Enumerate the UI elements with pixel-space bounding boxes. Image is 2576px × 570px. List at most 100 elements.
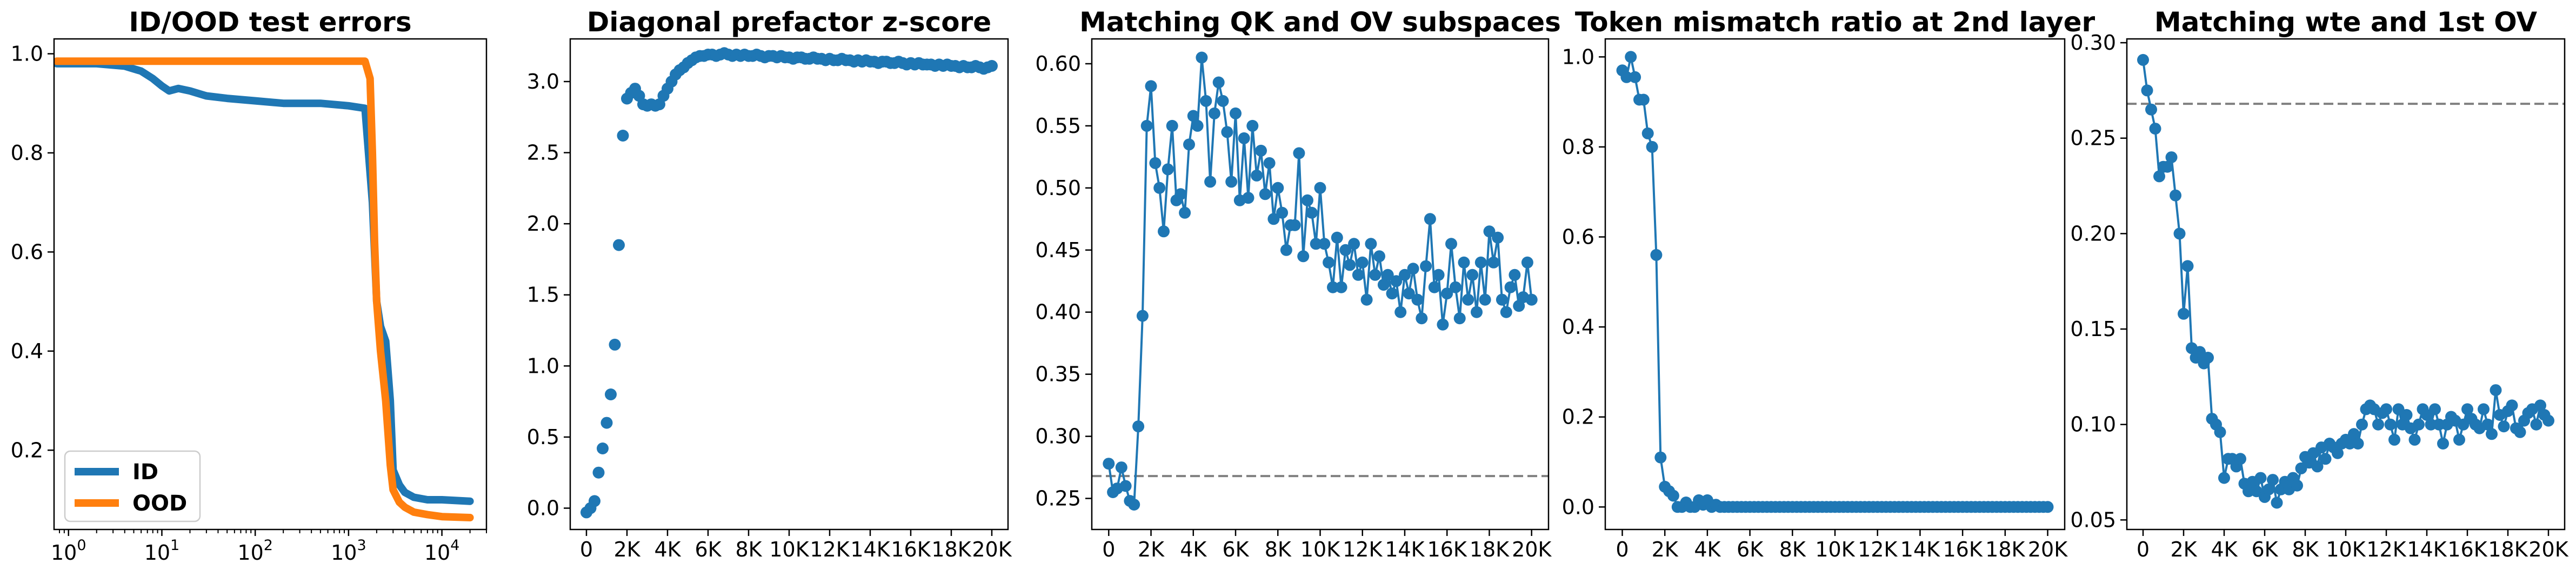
data-point bbox=[2267, 474, 2279, 486]
y-tick-label: 0.10 bbox=[2070, 413, 2116, 437]
data-point bbox=[2173, 227, 2186, 240]
x-tick-label: 4K bbox=[1694, 538, 1721, 561]
y-tick-label: 0.15 bbox=[2070, 317, 2116, 341]
data-point bbox=[2041, 501, 2054, 513]
data-point bbox=[2161, 160, 2173, 173]
x-tick-label: 14K bbox=[850, 538, 890, 561]
x-tick-label: 14K bbox=[1385, 538, 1425, 561]
x-tick-label: 6K bbox=[695, 538, 722, 561]
data-point bbox=[1492, 231, 1504, 244]
x-tick-label: 0 bbox=[2137, 538, 2150, 561]
y-tick-label: 0.4 bbox=[11, 339, 43, 363]
data-point bbox=[2165, 151, 2178, 164]
data-point bbox=[2214, 426, 2226, 438]
data-point bbox=[1428, 281, 1440, 293]
data-point bbox=[1377, 279, 1390, 291]
chart-panel-3: Matching QK and OV subspaces 0 2K 4K 6K 8K 10K… bbox=[1035, 6, 1561, 561]
data-point bbox=[1625, 51, 1637, 63]
data-point bbox=[2145, 103, 2157, 116]
data-point bbox=[1212, 76, 1225, 89]
x-tick-label: 18K bbox=[2488, 538, 2528, 561]
y-tick-label: 0.25 bbox=[1035, 487, 1081, 511]
data-point bbox=[2437, 438, 2449, 450]
data-point bbox=[1149, 157, 1162, 169]
data-point bbox=[2263, 483, 2275, 495]
series-line-ood bbox=[54, 57, 474, 521]
data-point bbox=[2356, 418, 2368, 431]
data-point bbox=[2271, 497, 2283, 509]
y-tick-label: 1.0 bbox=[527, 354, 559, 378]
data-point bbox=[1166, 119, 1178, 132]
y-tick-label: 0.20 bbox=[2070, 222, 2116, 245]
data-point bbox=[1289, 219, 1301, 231]
data-point bbox=[1466, 269, 1479, 281]
data-point bbox=[2486, 428, 2498, 440]
data-point bbox=[1339, 244, 1352, 256]
series-line bbox=[1621, 56, 2049, 508]
x-tick-exponent: 1 bbox=[170, 537, 179, 554]
data-point bbox=[1272, 182, 1284, 194]
data-point bbox=[1314, 182, 1326, 194]
x-tick-label: 10K bbox=[2326, 538, 2366, 561]
data-point bbox=[2170, 189, 2181, 202]
data-point bbox=[1251, 169, 1263, 182]
x-tick-label: 2K bbox=[1138, 538, 1165, 561]
x-tick-label: 100 bbox=[51, 537, 86, 565]
data-point bbox=[1246, 119, 1259, 132]
data-point bbox=[1424, 213, 1436, 225]
chart-title: Diagonal prefactor z-score bbox=[587, 6, 991, 38]
data-point bbox=[1225, 176, 1238, 188]
data-point bbox=[2400, 409, 2413, 421]
plot-area bbox=[1092, 51, 1549, 511]
y-tick-label: 0.25 bbox=[2070, 126, 2116, 150]
data-point bbox=[1471, 306, 1483, 318]
data-point bbox=[1335, 281, 1347, 293]
data-point bbox=[1302, 194, 1313, 206]
data-point bbox=[2319, 453, 2332, 465]
data-point bbox=[600, 417, 613, 429]
legend-label-ood: OOD bbox=[132, 491, 187, 516]
data-point bbox=[1650, 249, 1663, 261]
x-tick-exponent: 0 bbox=[77, 537, 86, 554]
data-point bbox=[2380, 403, 2392, 415]
data-point bbox=[2291, 479, 2303, 492]
x-tick-label: 101 bbox=[144, 537, 180, 565]
data-point bbox=[1394, 306, 1407, 318]
data-point bbox=[1119, 480, 1132, 492]
x-tick-exponent: 3 bbox=[357, 537, 366, 554]
data-point bbox=[1352, 269, 1364, 281]
data-point bbox=[2352, 438, 2364, 450]
legend: ID OOD bbox=[64, 450, 201, 522]
x-tick-exponent: 2 bbox=[264, 537, 273, 554]
data-point bbox=[2429, 403, 2441, 415]
y-tick-label: 0.4 bbox=[1562, 315, 1594, 339]
data-point bbox=[2408, 433, 2421, 446]
x-tick-label: 4K bbox=[654, 538, 681, 561]
data-point bbox=[2478, 403, 2490, 415]
x-tick-label: 2K bbox=[613, 538, 640, 561]
data-point bbox=[1416, 312, 1428, 325]
data-point bbox=[1390, 275, 1403, 287]
data-point bbox=[2453, 433, 2465, 446]
x-tick-label: 6K bbox=[1737, 538, 1764, 561]
data-point bbox=[2234, 453, 2246, 465]
data-point bbox=[613, 239, 625, 251]
y-tick-label: 0.40 bbox=[1035, 300, 1081, 324]
data-point bbox=[1382, 269, 1394, 281]
data-point bbox=[1356, 256, 1369, 269]
y-tick-label: 0.2 bbox=[1562, 405, 1594, 429]
data-point bbox=[2332, 447, 2344, 459]
data-point bbox=[2498, 420, 2510, 433]
x-tick-label: 0 bbox=[580, 538, 593, 561]
data-point bbox=[2388, 433, 2400, 446]
data-point bbox=[1441, 287, 1453, 300]
data-point bbox=[2181, 260, 2194, 272]
chart-panel-5: Matching wte and 1st OV 0 2K 4K 6K 8K 10K 12K 14… bbox=[2070, 6, 2568, 561]
x-tick-label: 103 bbox=[331, 537, 366, 565]
data-point bbox=[1420, 260, 1432, 272]
data-point bbox=[2481, 418, 2494, 431]
data-point bbox=[1458, 256, 1470, 269]
data-point bbox=[1183, 138, 1195, 151]
data-point bbox=[1360, 293, 1373, 306]
data-point bbox=[1318, 238, 1331, 250]
